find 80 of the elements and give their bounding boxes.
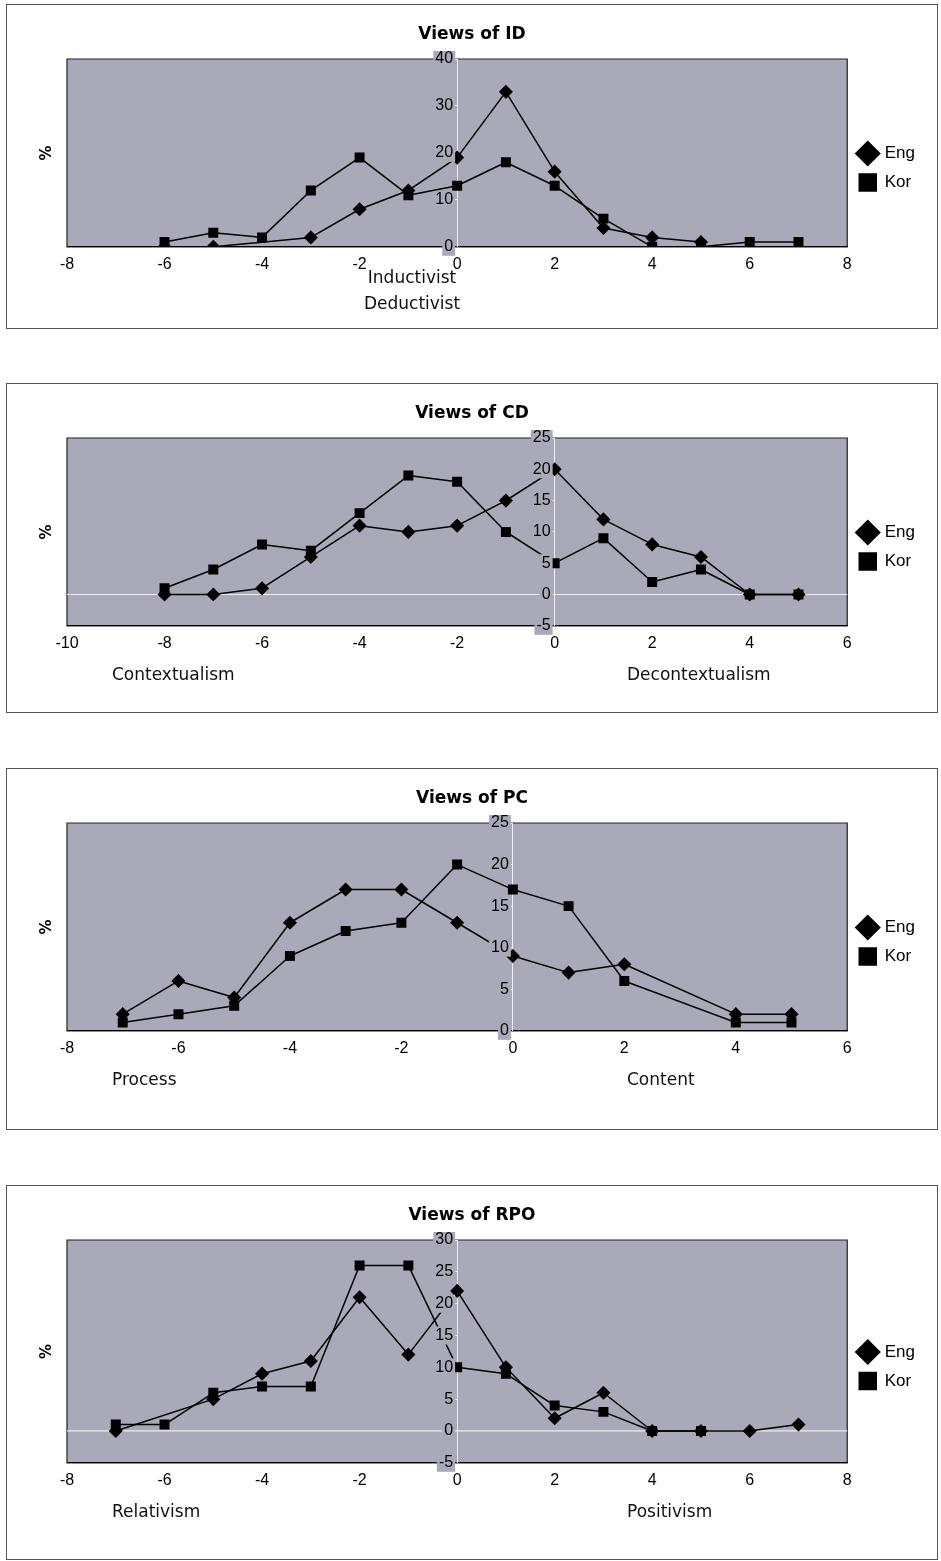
x-tick-label: -4 — [282, 1038, 298, 1056]
x-tick-label: -4 — [352, 633, 367, 651]
x-tick-label: -2 — [394, 1038, 409, 1056]
y-tick-label: 5 — [444, 1389, 454, 1407]
x-tick-label: 4 — [745, 633, 755, 651]
y-tick-label: 0 — [541, 584, 551, 602]
y-tick-label: 10 — [532, 522, 551, 540]
y-axis-title: % — [36, 1343, 55, 1359]
x-tick-label: 6 — [842, 633, 852, 651]
x-tick-label: -6 — [157, 1470, 172, 1488]
text: Deductivist — [362, 293, 462, 313]
chart-title: Views of PC — [415, 787, 529, 807]
y-tick-label: 30 — [435, 1230, 454, 1248]
text: Content — [627, 1069, 695, 1089]
text: Relativism — [112, 1501, 201, 1521]
x-tick-label: 8 — [842, 254, 852, 272]
y-tick-label: 30 — [435, 96, 454, 114]
y-tick-label: 15 — [532, 491, 551, 509]
x-tick-label: -8 — [59, 1038, 75, 1056]
y-tick-label: 15 — [491, 896, 509, 914]
y-tick-label: 25 — [435, 1262, 454, 1280]
x-tick-label: 4 — [647, 254, 657, 272]
x-tick-label: -2 — [450, 633, 465, 651]
x-tick-label: 8 — [842, 1470, 852, 1488]
x-tick-label: 2 — [550, 1470, 560, 1488]
y-tick-label: 0 — [444, 1421, 454, 1439]
y-tick-label: 20 — [491, 854, 509, 872]
x-tick-label: -6 — [254, 633, 270, 651]
legend-label: Kor — [884, 1370, 912, 1390]
x-tick-label: 4 — [731, 1038, 741, 1056]
y-tick-label: 20 — [435, 1294, 454, 1312]
x-tick-label: -8 — [157, 633, 172, 651]
y-tick-label: 0 — [444, 237, 454, 255]
x-tick-label: 2 — [647, 633, 657, 651]
x-tick-label: -8 — [59, 254, 75, 272]
y-tick-label: 0 — [499, 1021, 509, 1039]
chart-title: Views of RPO — [407, 1204, 537, 1224]
x-tick-label: -4 — [254, 1470, 270, 1488]
chart-title: Views of CD — [414, 402, 530, 422]
x-tick-label: -2 — [352, 254, 367, 272]
y-tick-label: 25 — [491, 813, 509, 831]
y-tick-label: 20 — [435, 143, 454, 161]
legend-label: Kor — [884, 551, 912, 571]
x-tick-label: -6 — [157, 254, 172, 272]
legend-label: Eng — [884, 522, 915, 542]
x-tick-label: 2 — [619, 1038, 629, 1056]
x-tick-label: -6 — [171, 1038, 186, 1056]
x-tick-label: -2 — [352, 1470, 367, 1488]
y-axis-title: % — [36, 919, 55, 935]
text: Process — [112, 1069, 177, 1089]
y-tick-label: -5 — [536, 616, 551, 634]
y-tick-label: 40 — [435, 49, 454, 67]
text: Contextualism — [112, 664, 235, 684]
y-tick-label: 5 — [541, 553, 551, 571]
y-tick-label: 5 — [499, 979, 509, 997]
legend-label: Kor — [884, 172, 912, 192]
y-tick-label: 15 — [435, 1325, 454, 1343]
y-tick-label: 10 — [435, 190, 454, 208]
text: Positivism — [627, 1501, 713, 1521]
x-tick-label: -10 — [55, 633, 79, 651]
y-tick-label: 20 — [532, 459, 551, 477]
legend-label: Eng — [884, 1341, 915, 1361]
y-tick-label: 10 — [435, 1357, 454, 1375]
x-tick-label: 2 — [550, 254, 560, 272]
y-axis-title: % — [36, 145, 55, 161]
y-tick-label: 10 — [491, 938, 509, 956]
x-tick-label: 6 — [842, 1038, 852, 1056]
x-tick-label: -8 — [59, 1470, 75, 1488]
x-tick-label: -4 — [254, 254, 270, 272]
legend-label: Eng — [884, 143, 915, 163]
x-tick-label: 4 — [647, 1470, 657, 1488]
x-tick-label: 6 — [745, 1470, 755, 1488]
text: Decontextualism — [627, 664, 771, 684]
y-tick-label: 25 — [532, 428, 551, 446]
y-axis-title: % — [36, 524, 55, 540]
y-tick-label: -5 — [438, 1453, 454, 1471]
chart-title: Views of ID — [417, 23, 527, 43]
legend-label: Eng — [884, 917, 915, 937]
x-tick-label: 6 — [745, 254, 755, 272]
legend-label: Kor — [884, 946, 912, 966]
